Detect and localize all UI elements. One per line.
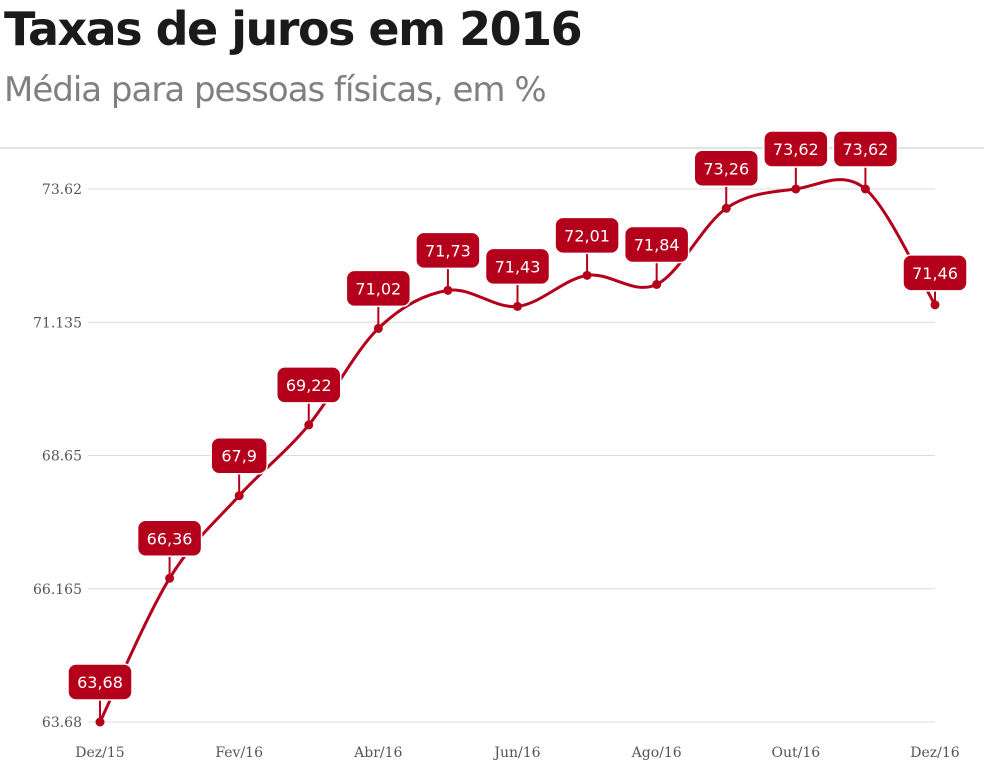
y-tick-label: 71.135 — [33, 315, 82, 331]
data-label-box — [276, 366, 342, 404]
y-tick-label: 63.68 — [42, 715, 82, 731]
x-tick-label: Abr/16 — [353, 745, 402, 761]
data-label-box — [623, 225, 690, 264]
data-point — [373, 323, 383, 333]
data-label: 71,73 — [415, 231, 481, 289]
data-label: 69,22 — [276, 366, 342, 423]
y-tick-label: 73.62 — [42, 182, 82, 198]
data-point — [165, 573, 175, 583]
x-tick-label: Jun/16 — [492, 745, 540, 761]
data-label-text: 71,46 — [912, 264, 958, 283]
data-label: 71,84 — [623, 225, 690, 283]
data-label-box — [763, 130, 829, 168]
data-label: 71,46 — [902, 254, 968, 303]
data-point — [513, 301, 522, 311]
data-label-text: 73,62 — [843, 140, 889, 159]
data-label-text: 72,01 — [564, 226, 610, 245]
data-point — [791, 184, 801, 194]
data-label: 73,62 — [832, 130, 899, 187]
data-points — [95, 184, 940, 727]
data-label-box — [415, 231, 481, 270]
data-point — [582, 270, 592, 280]
x-axis-ticks: Dez/15 Fev/16 Abr/16 Jun/16 Ago/16 Out/16 Dez/… — [75, 745, 960, 761]
data-label-text: 71,73 — [425, 241, 471, 260]
data-label-text: 71,43 — [495, 257, 541, 276]
x-tick-label: Ago/16 — [631, 745, 682, 761]
x-tick-label: Out/16 — [772, 745, 821, 761]
chart-subtitle: Média para pessoas físicas, em % — [4, 70, 547, 110]
data-point — [652, 279, 662, 289]
data-label-box — [136, 519, 203, 558]
x-tick-label: Fev/16 — [215, 745, 263, 761]
x-tick-label: Dez/16 — [910, 745, 960, 761]
header-divider — [0, 147, 984, 149]
data-label: 73,62 — [763, 130, 829, 187]
data-label-text: 71,84 — [634, 235, 680, 254]
data-point — [234, 491, 244, 501]
data-label-text: 66,36 — [147, 529, 193, 548]
data-point — [443, 285, 453, 295]
y-tick-label: 66.165 — [33, 582, 82, 598]
data-label-text: 69,22 — [286, 376, 332, 395]
data-label: 72,01 — [554, 216, 620, 274]
data-point — [860, 184, 870, 194]
y-tick-label: 68.65 — [42, 449, 82, 465]
data-label-box — [902, 254, 968, 292]
data-label: 71,43 — [484, 247, 551, 305]
data-label-text: 71,02 — [355, 279, 401, 298]
data-label-box — [693, 149, 759, 188]
data-label-box — [832, 130, 899, 168]
data-label-box — [210, 436, 268, 475]
data-point — [930, 300, 940, 310]
data-label: 71,02 — [345, 269, 412, 327]
data-label-text: 73,26 — [703, 159, 749, 178]
data-label-box — [67, 663, 133, 701]
data-point — [304, 420, 314, 430]
data-point — [721, 203, 731, 213]
data-point — [95, 717, 105, 727]
data-label-text: 63,68 — [77, 673, 123, 692]
data-label: 73,26 — [693, 149, 759, 207]
data-label-box — [345, 269, 412, 308]
chart-title: Taxas de juros em 2016 — [4, 2, 583, 56]
data-label: 63,68 — [67, 663, 133, 720]
x-tick-label: Dez/15 — [75, 745, 124, 761]
data-label-text: 67,9 — [221, 447, 257, 466]
data-labels: 63,68 66,36 67,9 69,22 71,02 71,73 71,43 72,01 7… — [67, 130, 968, 720]
data-label: 67,9 — [210, 436, 268, 494]
data-label-text: 73,62 — [773, 140, 819, 159]
data-label-box — [554, 216, 620, 255]
data-label: 66,36 — [136, 519, 203, 577]
y-axis-ticks: 63.68 66.165 68.65 71.135 73.62 — [33, 182, 82, 731]
data-label-box — [484, 247, 551, 286]
